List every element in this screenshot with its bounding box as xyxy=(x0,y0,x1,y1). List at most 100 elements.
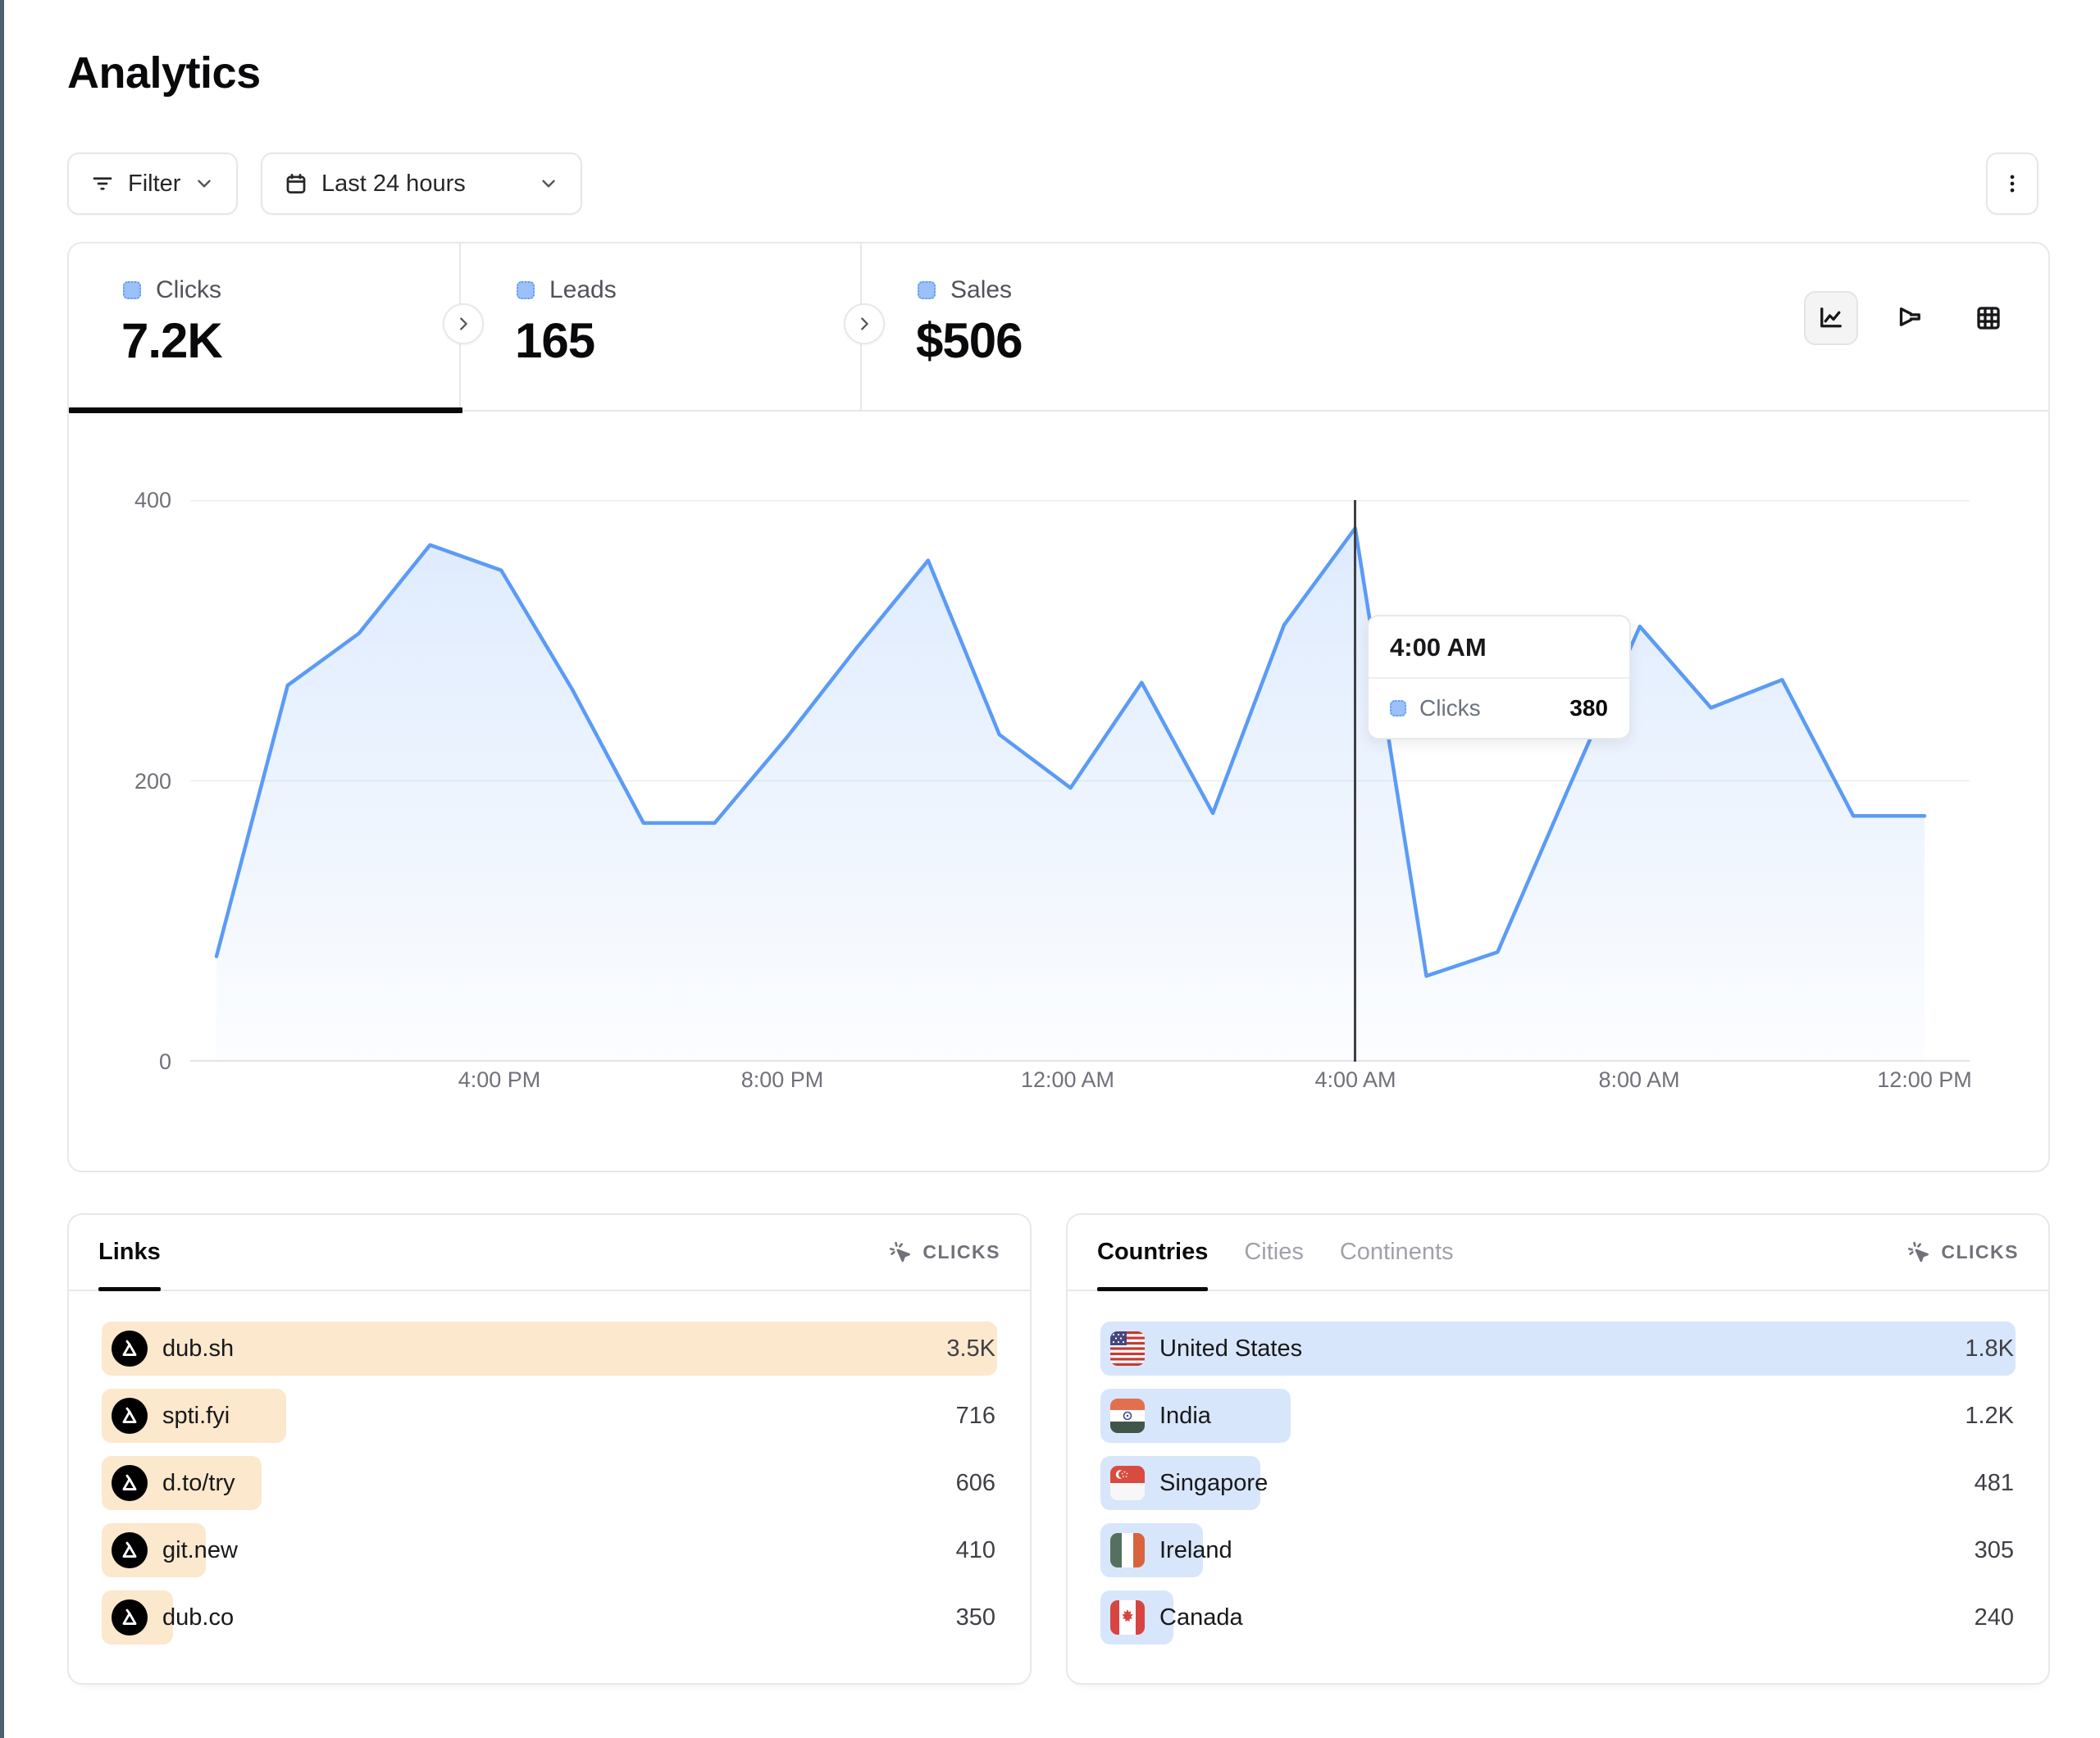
stat-tab-sales[interactable]: Sales $506 xyxy=(863,243,1273,412)
geo-panel: Countries Cities Continents CLICKS Unite… xyxy=(1066,1213,2050,1685)
tab-cities-label: Cities xyxy=(1244,1239,1304,1265)
row-value: 410 xyxy=(955,1536,995,1563)
row-value: 716 xyxy=(955,1402,995,1429)
sales-legend-swatch xyxy=(918,281,936,299)
analytics-card: Clicks 7.2K Leads 165 Sales $506 xyxy=(67,242,2050,1172)
list-item[interactable]: d.to/try 606 xyxy=(102,1456,997,1510)
calendar-icon xyxy=(284,171,308,196)
view-toggle-line-chart[interactable] xyxy=(1804,291,1858,345)
list-item[interactable]: dub.co 350 xyxy=(102,1590,997,1645)
filter-button-label: Filter xyxy=(128,170,181,197)
list-item[interactable]: Ireland 305 xyxy=(1100,1523,2016,1577)
list-item[interactable]: spti.fyi 716 xyxy=(102,1389,997,1443)
chevron-down-icon xyxy=(538,173,559,194)
row-value: 606 xyxy=(955,1469,995,1496)
link-favicon-icon xyxy=(112,1398,148,1434)
chart-tooltip: 4:00 AM Clicks 380 xyxy=(1367,615,1631,739)
list-item[interactable]: git.new 410 xyxy=(102,1523,997,1577)
value-bar xyxy=(1100,1322,2016,1376)
ca-flag-icon xyxy=(1110,1600,1145,1635)
expand-sales-button[interactable] xyxy=(844,303,885,344)
funnel-icon xyxy=(1899,307,1920,326)
clicks-area-chart[interactable] xyxy=(190,500,1970,1062)
link-favicon-icon xyxy=(112,1331,148,1367)
row-label: dub.co xyxy=(162,1604,235,1631)
row-label: United States xyxy=(1159,1335,1303,1362)
tooltip-value: 380 xyxy=(1569,695,1608,721)
stats-header: Clicks 7.2K Leads 165 Sales $506 xyxy=(69,243,2048,413)
expand-leads-button[interactable] xyxy=(443,303,484,344)
row-label: India xyxy=(1159,1402,1211,1429)
x-axis-tick: 12:00 PM xyxy=(1877,1067,1972,1092)
tab-countries-label: Countries xyxy=(1097,1239,1209,1265)
date-range-button[interactable]: Last 24 hours xyxy=(261,152,582,215)
table-grid-icon xyxy=(1977,307,2000,330)
x-axis-tick: 4:00 PM xyxy=(458,1067,541,1092)
links-panel: Links CLICKS dub.sh 3.5K spti.fyi 716 d.to/t… xyxy=(67,1213,1032,1685)
sg-flag-icon xyxy=(1110,1466,1145,1500)
row-label: dub.sh xyxy=(162,1335,235,1362)
row-label: Canada xyxy=(1159,1604,1243,1631)
x-axis-tick: 4:00 AM xyxy=(1314,1067,1396,1092)
row-value: 481 xyxy=(1974,1469,2014,1496)
leads-legend-swatch xyxy=(517,281,535,299)
geo-metric-toggle[interactable]: CLICKS xyxy=(1906,1240,2019,1265)
filter-lines-icon xyxy=(90,171,115,196)
row-label: spti.fyi xyxy=(162,1402,230,1429)
list-item[interactable]: India 1.2K xyxy=(1100,1389,2016,1443)
row-label: git.new xyxy=(162,1536,238,1563)
cursor-click-icon xyxy=(1906,1240,1931,1265)
value-bar xyxy=(102,1322,997,1376)
row-value: 3.5K xyxy=(946,1335,995,1362)
ie-flag-icon xyxy=(1110,1533,1145,1567)
clicks-line xyxy=(214,526,1927,978)
x-axis-tick: 8:00 PM xyxy=(740,1067,824,1092)
stat-label: Leads xyxy=(549,276,617,303)
chevron-down-icon xyxy=(194,173,215,194)
tab-countries[interactable]: Countries xyxy=(1097,1215,1209,1291)
filter-button[interactable]: Filter xyxy=(67,152,238,215)
in-flag-icon xyxy=(1110,1399,1145,1433)
more-options-button[interactable] xyxy=(1986,152,2039,215)
tab-links[interactable]: Links xyxy=(98,1215,161,1291)
links-metric-label: CLICKS xyxy=(922,1241,1000,1263)
list-item[interactable]: Canada 240 xyxy=(1100,1590,2016,1645)
chevron-right-icon xyxy=(460,317,467,330)
stat-label: Sales xyxy=(950,276,1013,303)
row-label: Singapore xyxy=(1159,1469,1269,1496)
row-value: 1.8K xyxy=(1965,1335,2014,1362)
view-toggle-table[interactable] xyxy=(1961,291,2016,345)
clicks-legend-swatch xyxy=(123,281,141,299)
line-chart-icon xyxy=(1820,307,1842,328)
tooltip-legend-swatch xyxy=(1390,700,1406,717)
page-title: Analytics xyxy=(67,48,261,98)
view-toggle-funnel[interactable] xyxy=(1883,291,1937,345)
stat-value: 165 xyxy=(515,313,595,368)
row-value: 350 xyxy=(955,1604,995,1631)
list-item[interactable]: dub.sh 3.5K xyxy=(102,1322,997,1376)
link-favicon-icon xyxy=(112,1465,148,1501)
list-item[interactable]: Singapore 481 xyxy=(1100,1456,2016,1510)
links-metric-toggle[interactable]: CLICKS xyxy=(888,1240,1000,1265)
tab-continents[interactable]: Continents xyxy=(1340,1215,1454,1290)
chevron-right-icon xyxy=(861,317,868,330)
link-favicon-icon xyxy=(112,1532,148,1568)
stat-tab-clicks[interactable]: Clicks 7.2K xyxy=(69,243,462,413)
tab-links-label: Links xyxy=(98,1239,161,1265)
tooltip-time: 4:00 AM xyxy=(1369,616,1629,679)
window-edge-accent xyxy=(0,0,4,1738)
x-axis-tick: 8:00 AM xyxy=(1598,1067,1680,1092)
row-label: Ireland xyxy=(1159,1536,1232,1563)
list-item[interactable]: United States 1.8K xyxy=(1100,1322,2016,1376)
tab-cities[interactable]: Cities xyxy=(1244,1215,1304,1290)
active-tab-underline xyxy=(69,407,462,413)
row-label: d.to/try xyxy=(162,1469,235,1496)
link-favicon-icon xyxy=(112,1599,148,1636)
us-flag-icon xyxy=(1110,1331,1145,1366)
kebab-menu-icon xyxy=(2000,171,2025,196)
stat-tab-leads[interactable]: Leads 165 xyxy=(462,243,862,412)
y-axis-tick: 200 xyxy=(134,769,171,794)
cursor-click-icon xyxy=(888,1240,913,1265)
chart-crosshair xyxy=(1354,500,1356,1062)
date-range-label: Last 24 hours xyxy=(321,170,466,197)
